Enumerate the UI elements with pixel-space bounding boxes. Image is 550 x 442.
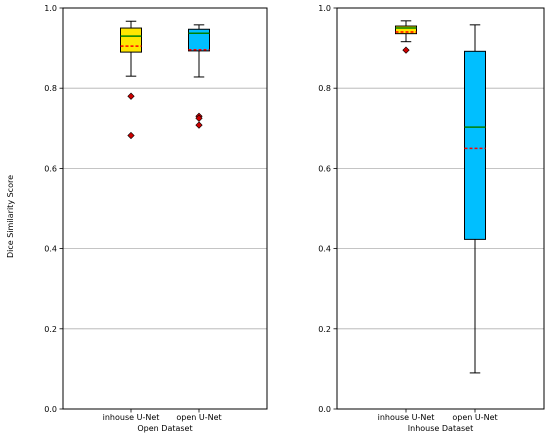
y-tick-label: 0.8 bbox=[318, 84, 331, 93]
box-body bbox=[188, 28, 210, 52]
y-tick-label: 0.4 bbox=[318, 245, 331, 254]
panel-inhouse-dataset: 0.0 0.2 0.4 0.6 0.8 1.0 inhouse U-Net open U-Ne… bbox=[318, 4, 545, 433]
axes-frame bbox=[62, 7, 268, 410]
x-tick-label: open U-Net bbox=[452, 413, 497, 422]
y-tick-label: 0.6 bbox=[318, 164, 331, 173]
box-body bbox=[120, 27, 142, 53]
x-axis-label: Inhouse Dataset bbox=[408, 424, 473, 433]
y-tick-label: 1.0 bbox=[318, 4, 331, 13]
outlier-point bbox=[127, 92, 135, 100]
x-tick-label: inhouse U-Net bbox=[378, 413, 435, 422]
outlier-point bbox=[402, 46, 410, 54]
y-tick-label: 1.0 bbox=[44, 4, 57, 13]
y-tick-label: 0.0 bbox=[44, 405, 57, 414]
y-axis-label: Dice Similarity Score bbox=[6, 175, 15, 258]
box-body bbox=[395, 25, 417, 35]
y-tick-label: 0.4 bbox=[44, 245, 57, 254]
panel-open-dataset: 0.0 0.2 0.4 0.6 0.8 1.0 inhouse U-Net open U-Ne… bbox=[6, 4, 268, 433]
box-body bbox=[464, 50, 486, 240]
axes-frame bbox=[336, 7, 545, 410]
x-axis-label: Open Dataset bbox=[137, 424, 192, 433]
x-tick-label: inhouse U-Net bbox=[103, 413, 160, 422]
x-tick-label: open U-Net bbox=[176, 413, 221, 422]
y-tick-label: 0.6 bbox=[44, 164, 57, 173]
outlier-point bbox=[195, 121, 203, 129]
y-tick-label: 0.8 bbox=[44, 84, 57, 93]
y-tick-label: 0.2 bbox=[318, 325, 331, 334]
outlier-point bbox=[127, 131, 135, 140]
y-tick-label: 0.2 bbox=[44, 325, 57, 334]
y-tick-label: 0.0 bbox=[318, 405, 331, 414]
